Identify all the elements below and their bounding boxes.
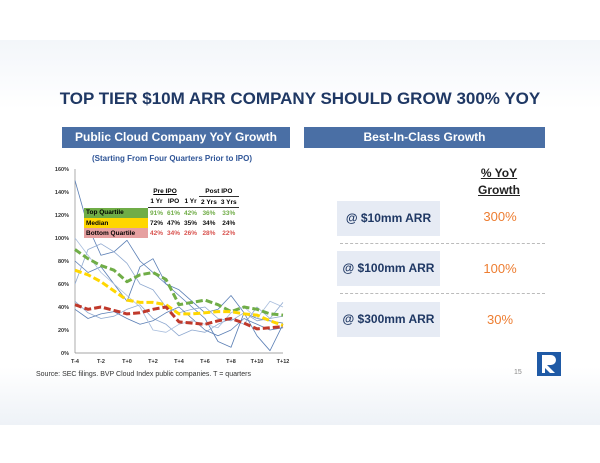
growth-value-100mm: 100%	[483, 261, 517, 276]
left-section-header: Public Cloud Company YoY Growth	[62, 127, 290, 148]
x-tick-label: T+6	[200, 359, 210, 365]
row-label: Top Quartile	[84, 207, 148, 218]
x-tick-label: T+10	[251, 359, 264, 365]
y-tick-label: 100%	[55, 236, 69, 242]
y-tick-label: 120%	[55, 213, 69, 219]
x-tick-label: T+4	[174, 359, 185, 365]
arr-label-100mm: @ $100mm ARR	[337, 251, 440, 286]
x-tick-label: T+8	[226, 359, 236, 365]
table-cell: 22%	[222, 229, 236, 237]
y-tick-label: 60%	[58, 282, 69, 288]
quartile-table: Pre IPO Post IPO 1 Yr IPO 1 Yr 2 Yrs 3 Yrs To…	[84, 186, 239, 238]
right-section-header: Best-In-Class Growth	[304, 127, 545, 148]
page-number: 15	[514, 369, 522, 376]
group-pre-ipo: Pre IPO	[153, 187, 177, 195]
table-cell: 42%	[184, 209, 198, 217]
x-tick-label: T+0	[122, 359, 132, 365]
arr-label-300mm: @ $300mm ARR	[337, 302, 440, 337]
table-row: Median 72% 47% 35% 34% 24%	[84, 218, 239, 228]
y-tick-label: 0%	[61, 351, 69, 357]
table-col-header: 1 Yr	[148, 196, 166, 208]
yoy-header-line1: % YoY	[480, 166, 518, 180]
y-tick-label: 160%	[55, 167, 69, 173]
row-label: Median	[84, 218, 148, 228]
series-line-company-c	[74, 301, 284, 337]
divider	[340, 293, 545, 294]
y-tick-label: 40%	[58, 305, 69, 311]
growth-value-10mm: 300%	[483, 209, 517, 224]
arr-label-10mm: @ $10mm ARR	[337, 201, 440, 236]
y-tick-label: 20%	[58, 328, 69, 334]
divider	[340, 243, 545, 244]
table-cell: 91%	[150, 209, 164, 217]
x-tick-label: T+2	[148, 359, 158, 365]
table-col-header: IPO	[165, 196, 183, 208]
table-cell: 47%	[167, 219, 181, 227]
x-tick-label: T-4	[71, 359, 80, 365]
table-cell: 36%	[202, 209, 216, 217]
table-cell: 24%	[222, 219, 236, 227]
row-label: Bottom Quartile	[84, 228, 148, 238]
table-row: Top Quartile 91% 61% 42% 36% 33%	[84, 207, 239, 218]
series-line-bottom-quartile	[74, 303, 284, 331]
company-logo-icon	[537, 352, 561, 376]
table-cell: 33%	[222, 209, 236, 217]
table-col-header: 3 Yrs	[218, 196, 239, 208]
table-cell: 72%	[150, 219, 164, 227]
table-cell: 28%	[202, 229, 216, 237]
y-tick-label: 140%	[55, 190, 69, 196]
table-cell: 34%	[167, 229, 181, 237]
table-cell: 42%	[150, 229, 164, 237]
table-col-header: 1 Yr	[182, 196, 200, 208]
yoy-growth-header: % YoY Growth	[478, 165, 520, 199]
chart-subtitle: (Starting From Four Quarters Prior to IP…	[92, 154, 253, 163]
table-col-header: 2 Yrs	[199, 196, 219, 208]
yoy-header-line2: Growth	[478, 183, 520, 197]
series-line-company-e	[74, 306, 284, 337]
y-tick-label: 80%	[58, 259, 69, 265]
table-row: Bottom Quartile 42% 34% 26% 28% 22%	[84, 228, 239, 238]
series-line-top-quartile	[74, 248, 284, 317]
slide-title: TOP TIER $10M ARR COMPANY SHOULD GROW 30…	[59, 89, 541, 108]
x-tick-label: T+12	[277, 359, 290, 365]
table-cell: 26%	[184, 229, 198, 237]
series-line-company-f	[74, 237, 284, 333]
source-note: Source: SEC filings. BVP Cloud Index pub…	[36, 371, 251, 378]
x-tick-label: T-2	[97, 359, 105, 365]
table-cell: 35%	[184, 219, 198, 227]
growth-line-chart: 0% 20% 40% 60% 80% 100% 120% 140% 160% T-4 T-2 T+0 T…	[55, 167, 290, 365]
group-post-ipo: Post IPO	[199, 186, 239, 197]
series-line-median	[74, 268, 284, 327]
table-cell: 61%	[167, 209, 181, 217]
table-cell: 34%	[202, 219, 216, 227]
growth-value-300mm: 30%	[486, 312, 514, 327]
